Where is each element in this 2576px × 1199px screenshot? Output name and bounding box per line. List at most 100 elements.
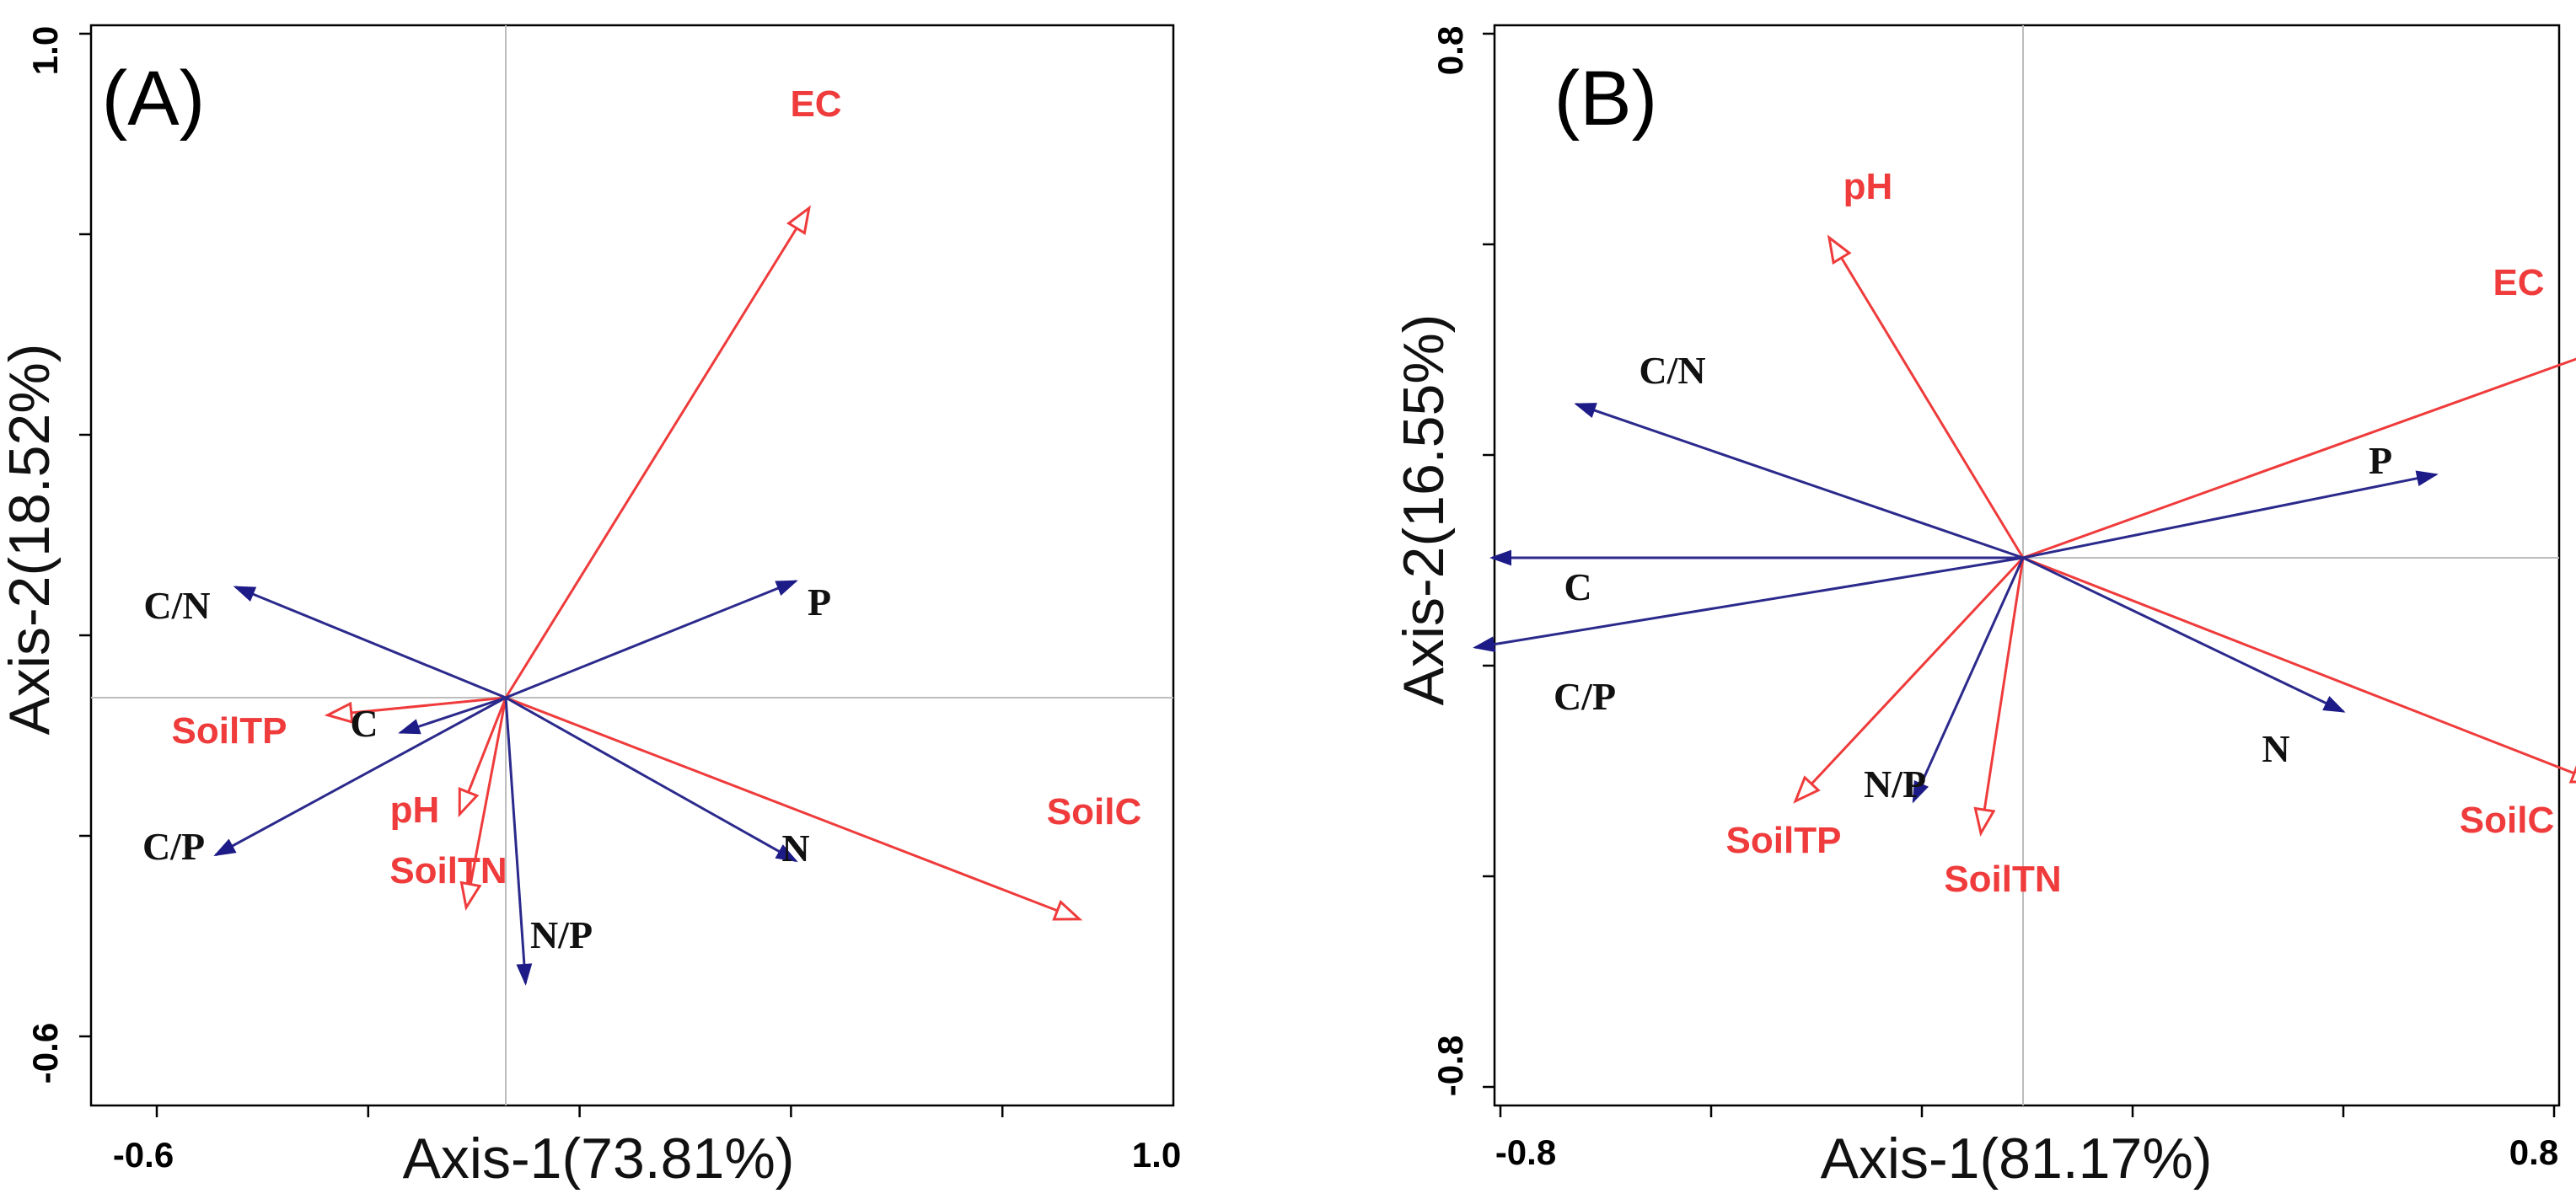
c-p-arrow-shaft bbox=[1474, 556, 2024, 649]
y-tick-label: 0.8 bbox=[1430, 26, 1470, 75]
soilc-label: SoilC bbox=[1047, 791, 1141, 832]
response-vector-c-p: C/P bbox=[142, 696, 507, 868]
c-p-label: C/P bbox=[142, 825, 205, 868]
n-p-arrow-head bbox=[1912, 779, 1929, 804]
y-tick-label: -0.8 bbox=[1430, 1036, 1470, 1096]
n-p-label: N/P bbox=[1864, 763, 1926, 806]
ph-arrow-head bbox=[1827, 234, 1852, 265]
y-axis-title: Axis-2(18.52%) bbox=[0, 344, 62, 736]
soiltn-arrow-shaft bbox=[464, 697, 507, 908]
ph-label: pH bbox=[1843, 166, 1893, 207]
c-n-arrow-shaft bbox=[1575, 403, 2024, 559]
c-label: C bbox=[350, 702, 378, 745]
x-axis-title: Axis-1(73.81%) bbox=[403, 1127, 795, 1191]
soiltp-label: SoilTP bbox=[172, 710, 287, 752]
response-vector-c: C bbox=[1489, 549, 2023, 608]
x-tick-label: -0.8 bbox=[1495, 1132, 1556, 1172]
soiltn-arrow-shaft bbox=[1979, 557, 2025, 834]
c-p-arrow-head bbox=[1473, 636, 1496, 652]
env-vector-ph: pH bbox=[1827, 166, 2025, 559]
n-arrow-head bbox=[2322, 695, 2346, 713]
ph-label: pH bbox=[390, 790, 440, 831]
response-vector-n: N bbox=[505, 696, 810, 870]
soilc-label: SoilC bbox=[2460, 800, 2554, 841]
p-label: P bbox=[2369, 439, 2392, 482]
ph-arrow-shaft bbox=[1827, 237, 2025, 559]
p-arrow-shaft bbox=[505, 580, 797, 699]
env-vector-soiltn: SoilTN bbox=[389, 697, 507, 912]
panel-a: -0.6 1.0 1.0 -0.6 Axis-1(73.81%) Axis-2(18.52… bbox=[0, 24, 1181, 1191]
ec-label: EC bbox=[2493, 262, 2544, 303]
p-label: P bbox=[808, 581, 831, 624]
x-tick-label: -0.6 bbox=[113, 1135, 174, 1175]
ec-arrow-shaft bbox=[2022, 357, 2576, 559]
soilc-arrow-shaft bbox=[2022, 556, 2576, 776]
c-p-arrow-head bbox=[213, 838, 237, 857]
c-arrow-head bbox=[398, 719, 421, 735]
panel-label: (A) bbox=[102, 56, 206, 142]
p-arrow-shaft bbox=[2022, 473, 2437, 559]
c-p-arrow-shaft bbox=[215, 696, 507, 857]
plot-frame bbox=[1493, 24, 2561, 1107]
n-p-arrow-shaft bbox=[1912, 557, 2025, 802]
soilc-arrow-head bbox=[1052, 899, 1083, 921]
soilc-arrow-shaft bbox=[505, 696, 1081, 921]
env-vector-ec: EC bbox=[504, 83, 842, 699]
c-n-label: C/N bbox=[143, 584, 210, 627]
y-tick-label: 1.0 bbox=[25, 26, 65, 75]
n-p-arrow-shaft bbox=[504, 697, 527, 984]
response-vector-c: C bbox=[350, 696, 507, 745]
panel-b: -0.8 0.8 0.8 -0.8 Axis-1(81.17%) Axis-2(16.55… bbox=[1392, 24, 2576, 1191]
ec-arrow-head bbox=[786, 205, 811, 236]
n-p-arrow-head bbox=[516, 963, 533, 986]
c-label: C bbox=[1564, 565, 1591, 608]
soiltn-arrow-head bbox=[1973, 806, 1996, 837]
env-vector-soiltp: SoilTP bbox=[172, 696, 507, 752]
x-axis-title: Axis-1(81.17%) bbox=[1821, 1127, 2213, 1191]
response-vector-c-p: C/P bbox=[1473, 556, 2024, 718]
env-vector-soiltn: SoilTN bbox=[1944, 557, 2062, 900]
response-vector-n-p: N/P bbox=[1864, 557, 2025, 806]
soilc-arrow-head bbox=[2568, 765, 2576, 784]
env-vector-soiltp: SoilTP bbox=[1726, 556, 2025, 861]
n-label: N bbox=[781, 827, 809, 870]
env-vector-soilc: SoilC bbox=[505, 696, 1141, 921]
env-vector-ec: EC bbox=[2022, 262, 2576, 559]
c-n-label: C/N bbox=[1639, 349, 1705, 392]
response-vector-p: P bbox=[2022, 439, 2439, 559]
env-vector-soilc: SoilC bbox=[2022, 556, 2576, 841]
soiltp-arrow-head bbox=[1793, 775, 1821, 804]
n-p-label: N/P bbox=[530, 913, 593, 956]
y-axis-title: Axis-2(16.55%) bbox=[1392, 314, 1456, 706]
response-vector-c-n: C/N bbox=[143, 584, 507, 699]
n-label: N bbox=[2262, 727, 2289, 770]
c-n-arrow-shaft bbox=[234, 586, 507, 699]
response-vector-p: P bbox=[505, 580, 831, 699]
y-tick-label: -0.6 bbox=[25, 1023, 65, 1084]
n-arrow-shaft bbox=[505, 696, 797, 862]
panel-label: (B) bbox=[1554, 56, 1658, 142]
p-arrow-head bbox=[2415, 470, 2439, 486]
p-arrow-head bbox=[775, 580, 798, 596]
soiltp-arrow-head bbox=[324, 701, 354, 725]
n-arrow-head bbox=[775, 844, 798, 863]
plot-frame bbox=[89, 24, 1175, 1107]
n-arrow-shaft bbox=[2022, 556, 2344, 713]
response-vector-n-p: N/P bbox=[504, 697, 593, 986]
soiltp-arrow-shaft bbox=[327, 696, 507, 717]
x-tick-label: 1.0 bbox=[1132, 1135, 1181, 1175]
soiltn-label: SoilTN bbox=[389, 850, 507, 891]
env-vector-ph: pH bbox=[390, 697, 507, 831]
ec-arrow-shaft bbox=[504, 207, 811, 699]
c-n-arrow-head bbox=[233, 586, 257, 602]
soiltp-label: SoilTP bbox=[1726, 820, 1842, 861]
x-tick-label: 0.8 bbox=[2509, 1132, 2558, 1172]
ph-arrow-head bbox=[458, 787, 480, 818]
response-vector-c-n: C/N bbox=[1574, 349, 2024, 559]
c-arrow-head bbox=[1489, 549, 1511, 566]
soiltn-arrow-head bbox=[459, 881, 482, 912]
c-n-arrow-head bbox=[1574, 403, 1597, 418]
soiltp-arrow-shaft bbox=[1794, 556, 2025, 802]
c-p-label: C/P bbox=[1554, 675, 1616, 718]
